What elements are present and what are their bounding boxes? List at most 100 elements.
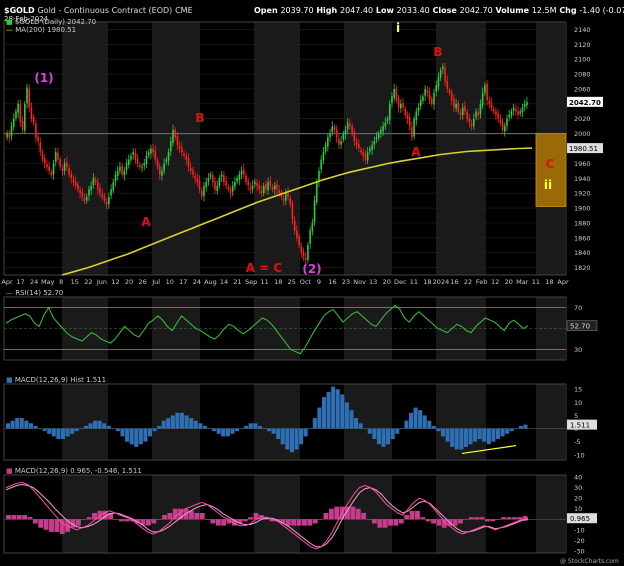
hist-bar [33, 425, 38, 429]
macd-y-tick: 10 [574, 505, 582, 513]
low-label: Low [375, 6, 394, 15]
symbol: $GOLD [4, 6, 35, 15]
candle-body [19, 103, 22, 123]
candle-body [501, 121, 504, 130]
candle-body [247, 181, 250, 186]
macd-hist-bar [323, 512, 329, 520]
hist-bar [427, 420, 432, 429]
price-y-tick: 2140 [574, 26, 591, 34]
candle-body [475, 111, 477, 118]
x-axis-label: 20 [383, 278, 391, 286]
hist-bar [202, 425, 207, 429]
candle-body [468, 117, 471, 123]
macd-hist-bar [431, 519, 437, 524]
hist-bar [230, 428, 235, 434]
x-axis-label: Apr [1, 278, 13, 286]
candle-body [309, 230, 311, 244]
candle-body [515, 109, 517, 112]
macd-hist-bar [388, 519, 393, 526]
candle-body [484, 85, 486, 93]
macd-hist-bar [318, 519, 324, 520]
candle-body [110, 189, 112, 196]
candle-body [444, 67, 446, 82]
x-axis-label: 24 [30, 278, 38, 286]
candle-body [37, 136, 39, 142]
candle-body [428, 92, 431, 101]
macd-hist-bar [484, 519, 490, 522]
wave-label: A [141, 215, 151, 229]
price-y-tick: 1880 [574, 219, 591, 227]
hist-bar [6, 423, 11, 429]
candle-body [66, 161, 68, 168]
x-axis-label: 26 [138, 278, 146, 286]
macd-hist-bar [420, 517, 426, 520]
x-axis-label: Apr [557, 278, 569, 286]
hist-bar [102, 423, 107, 429]
candle-body [269, 181, 272, 186]
macd-hist-bar [371, 519, 377, 524]
macd-hist-bar [92, 512, 97, 520]
hist-bar [404, 420, 409, 429]
hist-bar [189, 418, 194, 429]
rsi-line [5, 304, 529, 355]
candle-body [85, 196, 88, 201]
candle-body [267, 181, 269, 191]
candle-body [41, 152, 44, 160]
x-axis-label: 12 [491, 278, 499, 286]
hist-bar [120, 428, 125, 437]
ohlc-readout: Open 2039.70 High 2047.40 Low 2033.40 Cl… [254, 6, 624, 15]
x-axis-label: 11 [261, 278, 269, 286]
price-y-tick: 1960 [574, 160, 591, 168]
candle-body [417, 107, 420, 112]
candle-body [147, 152, 150, 156]
hist-y-tick: -10 [574, 451, 585, 459]
x-axis-label: 11 [532, 278, 540, 286]
candle-body [499, 119, 502, 123]
hist-bar [505, 428, 510, 434]
hist-bar [225, 428, 230, 437]
macd-hist-bar [506, 517, 512, 520]
candle-body [422, 96, 424, 101]
candle-body [158, 166, 161, 175]
wave-label: C [546, 157, 555, 171]
candle-body [315, 181, 318, 203]
macd-hist-bar [452, 519, 458, 526]
candle-body [298, 236, 300, 246]
macd-hist-legend-text: MACD(12,26,9) Hist 1.511 [14, 376, 107, 384]
macd-hist-bar [511, 517, 517, 520]
macd-hist-bar [11, 515, 17, 520]
price-y-tick: 1840 [574, 249, 591, 257]
candle-body [265, 184, 267, 190]
candle-body [435, 85, 438, 92]
hist-bar [51, 428, 56, 437]
candle-body [373, 141, 376, 145]
candle-body [207, 178, 210, 182]
price-legend-symbol: ■ $GOLD (Daily) 2042.70 [6, 18, 96, 26]
candle-body [311, 222, 314, 232]
candle-body [512, 107, 515, 111]
macd-hist-bar [205, 519, 210, 520]
candle-body [8, 133, 11, 138]
hist-bar [198, 423, 203, 429]
wave-label: A [411, 145, 421, 159]
hist-bar [376, 428, 381, 445]
hist-bar [422, 415, 427, 429]
candle-body [249, 187, 252, 190]
hist-bar [276, 428, 281, 440]
candle-body [262, 185, 265, 194]
macd-hist-bar [382, 519, 388, 528]
price-y-tick: 2100 [574, 56, 591, 64]
candle-body [90, 185, 92, 191]
candle-body [357, 144, 360, 149]
macd-y-tick: -10 [574, 526, 585, 534]
x-axis-label: Feb [476, 278, 488, 286]
macd-hist-bar [296, 519, 302, 526]
x-axis-label: 22 [464, 278, 472, 286]
macd-hist-bar [27, 517, 33, 520]
candle-body [464, 106, 466, 112]
candle-body [369, 148, 371, 152]
hist-bar [184, 415, 189, 429]
wave-label: B [195, 111, 204, 125]
x-axis-label: 18 [423, 278, 431, 286]
